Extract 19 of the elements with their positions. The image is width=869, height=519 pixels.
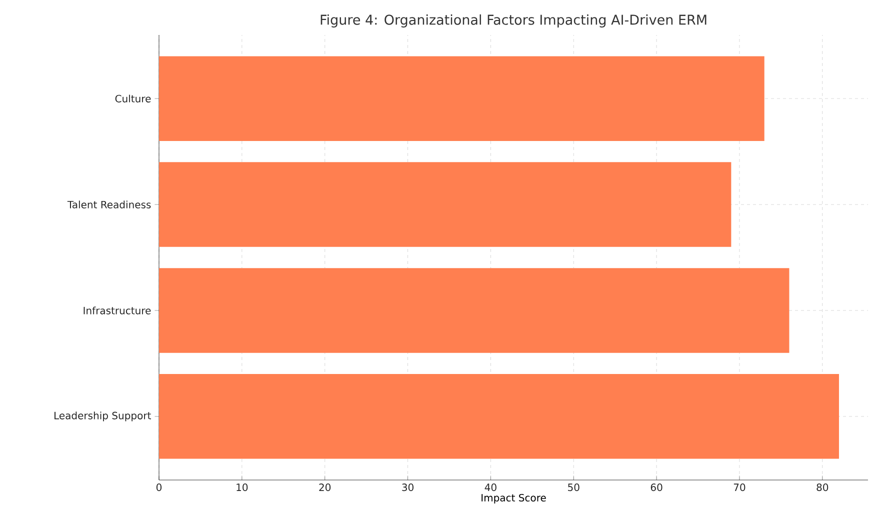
x-tick-label: 20: [319, 484, 331, 492]
x-tick-label: 80: [816, 484, 828, 492]
chart-title: Figure 4: Organizational Factors Impacting AI-Driven ERM: [320, 14, 706, 28]
bar: [159, 162, 732, 247]
bar: [159, 374, 839, 459]
y-tick-label: Leadership Support: [54, 412, 151, 422]
x-tick-label: 0: [156, 484, 162, 492]
y-tick-label: Talent Readiness: [67, 200, 151, 208]
bar: [159, 56, 764, 141]
x-tick-label: 40: [484, 484, 496, 492]
y-tick-label: Culture: [115, 94, 151, 102]
x-tick-label: 50: [568, 484, 580, 492]
x-tick-label: 30: [402, 484, 414, 492]
x-tick-label: 70: [734, 484, 746, 492]
x-tick-label: 10: [236, 484, 248, 492]
x-tick-label: 60: [650, 484, 662, 492]
y-tick-label: Infrastructure: [84, 306, 151, 314]
bar: [159, 268, 790, 353]
x-axis-title: Impact Score: [482, 494, 546, 504]
